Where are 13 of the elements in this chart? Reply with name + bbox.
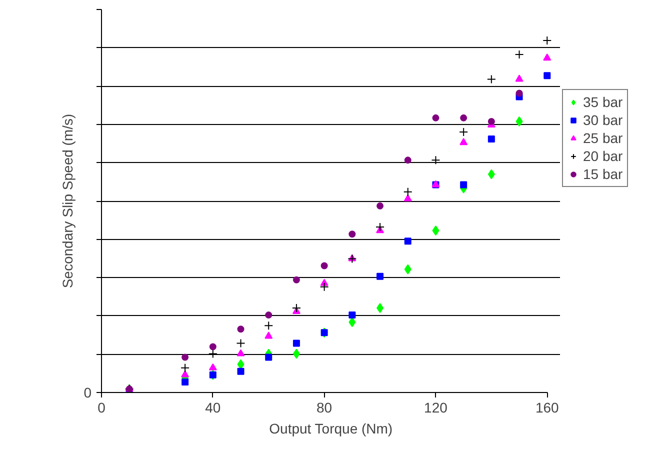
- x-tick-label: 0: [98, 400, 106, 416]
- legend-label: 35 bar: [583, 94, 623, 110]
- y-axis-title: Secondary Slip Speed (m/s): [60, 114, 76, 288]
- text: 0: [84, 384, 92, 400]
- x-tick-label: 80: [316, 400, 332, 416]
- legend-label: 30 bar: [583, 112, 623, 128]
- x-axis-title: Output Torque (Nm): [269, 420, 393, 436]
- legend-label: 25 bar: [583, 130, 623, 146]
- x-tick-label: 160: [535, 400, 560, 416]
- legend-label: 15 bar: [583, 166, 623, 182]
- x-tick-label: 120: [424, 400, 448, 416]
- x-tick-label: 40: [205, 400, 221, 416]
- legend-label: 20 bar: [583, 148, 623, 164]
